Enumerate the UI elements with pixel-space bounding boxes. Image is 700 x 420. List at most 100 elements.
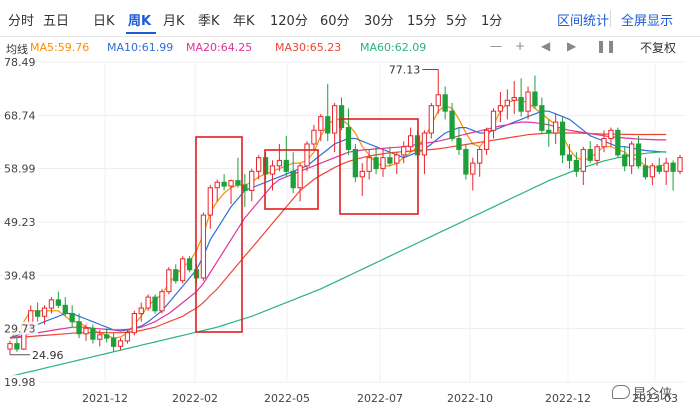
candle-body xyxy=(642,165,649,178)
candle-body xyxy=(442,94,448,112)
candle-body xyxy=(173,269,179,282)
tab-9[interactable]: 30分 xyxy=(364,14,394,29)
candle-body xyxy=(559,121,566,156)
tab-12[interactable]: 1分 xyxy=(481,14,503,29)
candle-body xyxy=(525,91,531,112)
ma-line-ma10 xyxy=(9,110,667,339)
candle-body xyxy=(663,162,669,172)
candle-body xyxy=(401,146,407,156)
candle-body xyxy=(110,337,117,347)
candle-body xyxy=(573,159,580,172)
y-tick-label-bg xyxy=(2,161,38,175)
candle-body xyxy=(594,146,600,161)
tab-10[interactable]: 15分 xyxy=(407,14,437,29)
candle-body xyxy=(311,129,317,145)
scroll-left-icon[interactable]: ◀ xyxy=(541,39,551,53)
candle-body xyxy=(546,129,552,134)
candle-body xyxy=(180,258,186,282)
candle-body xyxy=(117,340,124,347)
candle-body xyxy=(380,157,386,170)
highlight-box xyxy=(339,118,419,215)
y-tick-label-bg xyxy=(2,321,38,335)
y-tick-label: 68.74 xyxy=(4,109,36,122)
candle-body xyxy=(553,121,559,134)
candle-body xyxy=(615,129,621,156)
candle-body xyxy=(511,96,517,101)
candle-body xyxy=(608,129,614,140)
candle-body xyxy=(394,154,400,164)
candle-body xyxy=(152,296,158,312)
candle-body xyxy=(256,157,262,172)
pause-icon[interactable]: ❚❚ xyxy=(596,39,617,53)
candle-body xyxy=(622,154,628,167)
candle-body xyxy=(504,99,510,107)
candle-body xyxy=(601,138,607,148)
tab-8[interactable]: 60分 xyxy=(320,14,350,29)
candle-body xyxy=(159,291,165,312)
candle-body xyxy=(207,187,213,216)
x-tick-label: 2023-03 xyxy=(632,392,678,405)
y-tick-label: 58.99 xyxy=(4,163,36,176)
tab-11[interactable]: 5分 xyxy=(446,14,468,29)
tab-2[interactable]: 日K xyxy=(93,14,115,29)
ma-legend-item-1: MA10:61.99 xyxy=(107,41,174,54)
candle-body xyxy=(656,165,662,172)
candle-body xyxy=(221,181,227,187)
candle-body xyxy=(532,91,538,107)
fullscreen-link[interactable]: 全屏显示 xyxy=(621,14,674,29)
tab-0[interactable]: 分时 xyxy=(8,14,35,29)
candle-body xyxy=(490,110,497,131)
y-tick-label-bg xyxy=(2,55,38,68)
candle-body xyxy=(104,334,110,339)
candle-body xyxy=(338,105,345,129)
candle-body xyxy=(635,143,642,167)
candle-body xyxy=(124,332,131,342)
candle-body xyxy=(228,180,234,187)
x-tick-label: 2021-12 xyxy=(82,392,128,405)
candle-body xyxy=(428,105,434,134)
ma-label: 均线 xyxy=(6,43,28,56)
y-tick-label-bg xyxy=(2,215,38,229)
candle-body xyxy=(200,214,207,279)
low-value-label: 24.96 xyxy=(32,349,64,362)
interval-stats-link[interactable]: 区间统计 xyxy=(557,14,610,29)
y-tick-label: 49.23 xyxy=(4,216,36,229)
y-tick-label-bg xyxy=(2,268,38,282)
candle-body xyxy=(435,94,441,107)
candle-body xyxy=(670,162,676,172)
x-tick-label: 2022-10 xyxy=(447,392,493,405)
candle-body xyxy=(456,138,462,150)
x-tick-label: 2022-02 xyxy=(172,392,218,405)
watermark: 昆仑侠 xyxy=(612,383,672,402)
candle-body xyxy=(373,157,379,170)
ma-legend-item-4: MA60:62.09 xyxy=(360,41,427,54)
adjust-select[interactable]: 不复权 xyxy=(640,41,677,55)
scroll-right-icon[interactable]: ▶ xyxy=(567,39,577,53)
tab-4[interactable]: 月K xyxy=(163,14,185,29)
ma-legend-item-3: MA30:65.23 xyxy=(275,41,342,54)
candle-body xyxy=(214,181,220,189)
ma-legend-item-2: MA20:64.25 xyxy=(186,41,253,54)
tab-7[interactable]: 120分 xyxy=(270,14,308,29)
zoom-out-icon[interactable]: — xyxy=(490,39,502,53)
candle-body xyxy=(34,310,41,317)
candle-body xyxy=(145,296,151,309)
candle-body xyxy=(477,148,483,164)
y-tick-label: 29.73 xyxy=(4,323,36,336)
tab-1[interactable]: 五日 xyxy=(43,14,70,29)
zoom-in-icon[interactable]: + xyxy=(515,39,526,53)
high-value-label: 77.13 xyxy=(389,63,421,76)
candle-body xyxy=(463,148,469,175)
candle-body xyxy=(7,343,13,350)
candle-body xyxy=(352,148,359,178)
tab-5[interactable]: 季K xyxy=(198,14,220,29)
candle-body xyxy=(331,105,338,134)
active-tab-underline xyxy=(126,32,156,34)
candle-body xyxy=(449,110,455,140)
tab-3[interactable]: 周K xyxy=(128,14,152,29)
tab-6[interactable]: 年K xyxy=(233,14,255,29)
candle-body xyxy=(421,132,428,156)
candle-body xyxy=(318,116,324,131)
candle-body xyxy=(14,343,20,350)
candle-body xyxy=(166,269,172,293)
